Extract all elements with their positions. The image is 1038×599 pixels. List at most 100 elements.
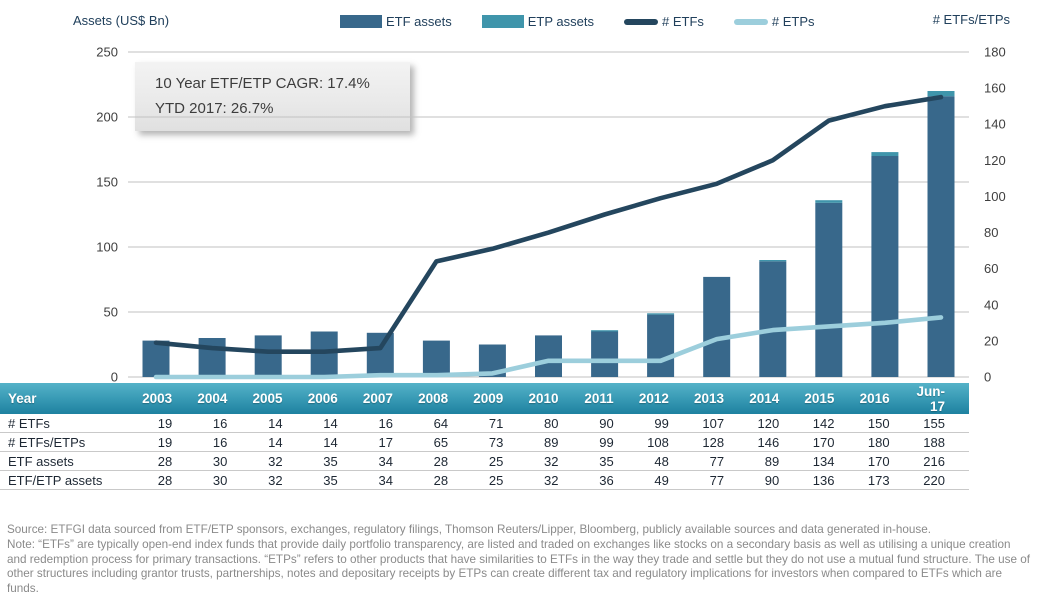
svg-text:0: 0	[984, 370, 991, 385]
legend-label: ETP assets	[527, 14, 594, 29]
year-column-header: 2007	[361, 383, 417, 414]
table-cell: 36	[582, 470, 638, 490]
table-header: Year 2003 2004 2005 2006 2007 2008 2009 2010 2011…	[0, 383, 969, 414]
legend-item-etf-assets: ETF assets	[340, 14, 452, 29]
table-cell: 28	[416, 451, 473, 471]
year-header-label: Year	[0, 383, 141, 414]
row-label: # ETFs/ETPs	[0, 432, 141, 452]
bar-etf-assets-2014	[759, 261, 787, 377]
year-column-header: 2014	[748, 383, 804, 414]
table-cell: 30	[196, 451, 252, 471]
table-row-etfs: # ETFs 19 16 14 14 16 64 71 80 90 99 107 120 142 150 15…	[0, 414, 969, 433]
table-cell: 32	[251, 451, 307, 471]
table-cell: 16	[196, 432, 252, 452]
svg-text:180: 180	[984, 45, 1006, 60]
bar-etf-assets-2013	[703, 276, 731, 377]
svg-text:160: 160	[984, 81, 1006, 96]
chart-legend: ETF assets ETP assets # ETFs # ETPs	[340, 14, 815, 29]
table-cell: 180	[858, 432, 914, 452]
table-cell: 173	[858, 470, 914, 490]
legend-swatch-etf-assets-icon	[340, 15, 382, 28]
table-cell: 19	[141, 432, 197, 452]
table-cell: 136	[803, 470, 859, 490]
svg-text:80: 80	[984, 225, 998, 240]
table-row-etfs-etps: # ETFs/ETPs 19 16 14 14 17 65 73 89 99 108 128 146 17…	[0, 432, 969, 452]
right-axis-tick-labels: 180 160 140 120 100 80 60 40 20 0	[984, 45, 1006, 385]
table-cell: 188	[913, 432, 969, 452]
source-note: Source: ETFGI data sourced from ETF/ETP …	[7, 523, 932, 536]
table-cell: 146	[748, 432, 804, 452]
year-column-header: 2009	[472, 383, 528, 414]
legend-item-etfs: # ETFs	[623, 14, 704, 29]
table-cell: 170	[858, 451, 914, 471]
year-column-header: 2006	[306, 383, 362, 414]
svg-text:20: 20	[984, 333, 998, 348]
year-column-header: 2013	[692, 383, 749, 414]
bar-etp-assets-2011	[591, 330, 619, 332]
table-cell: 128	[692, 432, 749, 452]
table-row-etf-etp-assets: ETF/ETP assets 28 30 32 35 34 28 25 32 36 49 77 90 13…	[0, 470, 969, 490]
svg-text:50: 50	[104, 305, 118, 320]
bar-etf-assets-2004	[198, 338, 226, 377]
svg-text:250: 250	[96, 45, 118, 60]
bar-etf-assets-2016	[871, 156, 899, 377]
table-cell: 28	[141, 451, 197, 471]
legend-swatch-etps-icon	[733, 18, 768, 25]
svg-text:40: 40	[984, 297, 998, 312]
table-cell: 17	[361, 432, 417, 452]
svg-text:100: 100	[984, 189, 1006, 204]
table-cell: 25	[472, 470, 528, 490]
line-etps	[153, 315, 944, 380]
bar-etf-assets-2012	[647, 314, 675, 377]
table-cell: 99	[637, 414, 693, 433]
bar-etf-assets-jun-17	[927, 96, 955, 377]
bar-etf-assets-2005	[254, 335, 282, 377]
table-cell: 120	[748, 414, 804, 433]
table-cell: 35	[306, 470, 362, 490]
table-cell: 89	[748, 451, 804, 471]
table-cell: 28	[141, 470, 197, 490]
table-cell: 14	[251, 432, 307, 452]
year-column-header: 2003	[141, 383, 197, 414]
table-cell: 16	[196, 414, 252, 433]
footnote: Source: ETFGI data sourced from ETF/ETP …	[7, 523, 1031, 597]
legend-label: # ETFs	[661, 14, 704, 29]
table-cell: 99	[582, 432, 638, 452]
table-cell: 134	[803, 451, 859, 471]
legend-item-etp-assets: ETP assets	[481, 14, 594, 29]
table-cell: 142	[803, 414, 859, 433]
bar-etf-assets-2008	[422, 340, 450, 377]
table-row-etf-assets: ETF assets 28 30 32 35 34 28 25 32 35 48 77 89 134 170…	[0, 451, 969, 471]
bar-etp-assets-2012	[647, 313, 675, 315]
table-cell: 14	[251, 414, 307, 433]
legend-swatch-etfs-icon	[623, 18, 658, 25]
svg-text:140: 140	[984, 117, 1006, 132]
right-axis-title: # ETFs/ETPs	[932, 12, 1010, 27]
table-cell: 65	[416, 432, 473, 452]
table-cell: 34	[361, 470, 417, 490]
definition-note: Note: “ETFs” are typically open-end inde…	[7, 537, 1030, 596]
row-label: # ETFs	[0, 414, 141, 433]
year-column-header: 2012	[637, 383, 693, 414]
table-cell: 28	[416, 470, 473, 490]
legend-item-etps: # ETPs	[733, 14, 815, 29]
bar-etf-assets-2006	[310, 331, 338, 377]
table-cell: 150	[858, 414, 914, 433]
year-column-header: 2016	[858, 383, 914, 414]
cagr-annotation-line-1: 10 Year ETF/ETP CAGR: 17.4%	[155, 75, 370, 92]
bar-etf-assets-2003	[142, 340, 170, 377]
row-label: ETF/ETP assets	[0, 470, 141, 490]
year-column-header: 2011	[582, 383, 638, 414]
year-column-header: 2010	[527, 383, 583, 414]
svg-text:200: 200	[96, 110, 118, 125]
table-cell: 30	[196, 470, 252, 490]
bar-etp-assets-2014	[759, 260, 787, 262]
legend-label: ETF assets	[386, 14, 452, 29]
bar-etp-assets-jun-17	[927, 91, 955, 97]
svg-text:100: 100	[96, 240, 118, 255]
svg-text:60: 60	[984, 261, 998, 276]
table-cell: 32	[527, 451, 583, 471]
data-table: Year 2003 2004 2005 2006 2007 2008 2009 2010 2011…	[0, 383, 969, 490]
